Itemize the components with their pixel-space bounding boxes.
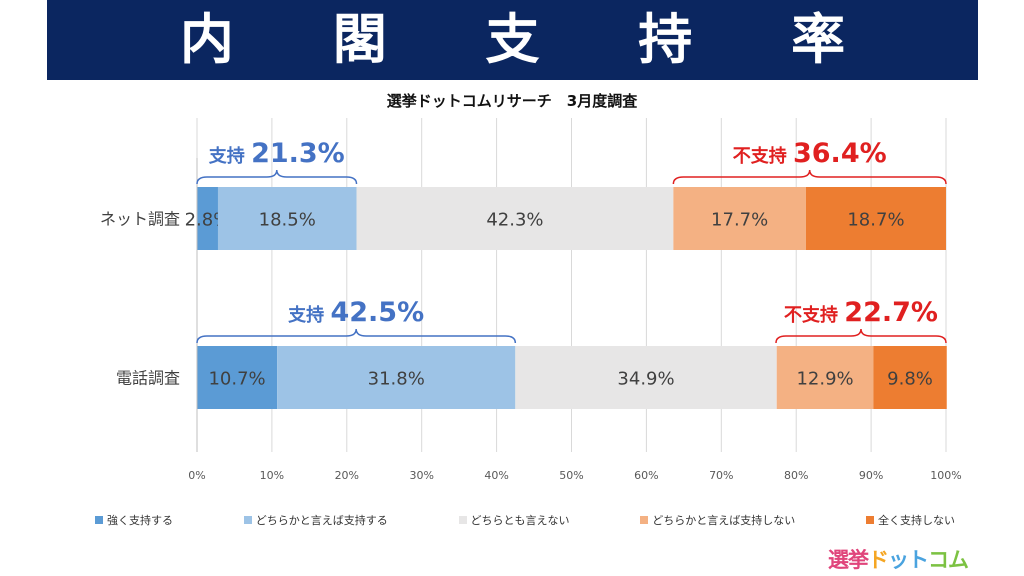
data-label: 42.3% — [486, 210, 543, 231]
legend-label: どちらかと言えば支持しない — [652, 514, 796, 527]
legend-label: どちらかと言えば支持する — [255, 514, 388, 527]
data-label: 10.7% — [208, 369, 265, 390]
chart-title: 選挙ドットコムリサーチ 3月度調査 — [386, 92, 638, 110]
legend-swatch — [243, 516, 252, 524]
x-tick-label: 30% — [409, 469, 433, 482]
x-tick-label: 70% — [709, 469, 733, 482]
legend-swatch — [95, 516, 103, 524]
legend-swatch — [458, 516, 467, 524]
x-tick-label: 40% — [484, 469, 508, 482]
data-label: 18.5% — [259, 210, 316, 231]
bar-segment — [277, 346, 516, 409]
logo-part: ット — [888, 548, 929, 572]
x-tick-label: 60% — [634, 469, 658, 482]
legend-label: 強く支持する — [107, 514, 173, 527]
stacked-bar-chart: 0% 10% 20% 30% 40% 50% 60% 70% 80% 90% 100% ネット調査電話… — [100, 118, 962, 482]
x-tick-label: 50% — [559, 469, 583, 482]
logo: 選挙ドット コム — [828, 544, 969, 574]
data-label: 34.9% — [617, 369, 674, 390]
x-tick-label: 100% — [930, 469, 961, 482]
annotation-label: 支持 21.3% — [208, 138, 345, 169]
bar-segment — [805, 187, 946, 250]
bar-segment — [515, 346, 777, 409]
annotation-brace — [775, 328, 947, 344]
title-banner: 内 閣 支 持 率 — [47, 0, 978, 80]
annotation-brace — [196, 169, 358, 185]
bar-segment — [197, 346, 278, 409]
category-label: ネット調査 — [100, 210, 180, 229]
legend-label: どちらとも言えない — [470, 514, 570, 527]
legend-item: どちらとも言えない — [458, 512, 570, 528]
legend-item: 全く支持しない — [866, 512, 955, 528]
logo-part: コム — [928, 548, 969, 572]
x-tick-label: 0% — [188, 469, 205, 482]
banner-title: 内 閣 支 持 率 — [179, 8, 886, 71]
legend-item: どちらかと言えば支持しない — [640, 512, 795, 528]
data-label: 18.7% — [847, 210, 904, 231]
bar-segment — [217, 187, 357, 250]
legend-item: どちらかと言えば支持する — [243, 512, 388, 528]
annotation-brace — [196, 328, 517, 344]
legend-swatch — [866, 516, 874, 524]
data-label: 17.7% — [711, 210, 768, 231]
x-tick-label: 80% — [784, 469, 808, 482]
data-label: 12.9% — [796, 369, 853, 390]
annotation-label: 支持 42.5% — [287, 297, 424, 328]
legend-label: 全く支持しない — [878, 514, 955, 527]
legend-item: 強く支持する — [95, 512, 173, 528]
chart-legend: 強く支持する どちらかと言えば支持する どちらとも言えない どちらかと言えば支持しない… — [95, 510, 955, 530]
annotation-label: 不支持 36.4% — [733, 138, 887, 169]
legend-swatch — [640, 516, 649, 524]
logo-part: ド — [868, 548, 889, 572]
data-label: 9.8% — [887, 369, 933, 390]
annotation-brace — [672, 169, 947, 185]
x-tick-label: 20% — [335, 469, 359, 482]
data-label: 31.8% — [368, 369, 425, 390]
bar-segment — [356, 187, 674, 250]
logo-part: 選挙 — [828, 548, 869, 572]
x-tick-label: 10% — [260, 469, 284, 482]
bar-segment — [873, 346, 947, 409]
bar-segment — [776, 346, 874, 409]
category-label: 電話調査 — [116, 369, 180, 388]
bar-segment — [197, 187, 218, 250]
bar-segment — [673, 187, 806, 250]
annotation-label: 不支持 22.7% — [784, 297, 938, 328]
x-tick-label: 90% — [859, 469, 883, 482]
